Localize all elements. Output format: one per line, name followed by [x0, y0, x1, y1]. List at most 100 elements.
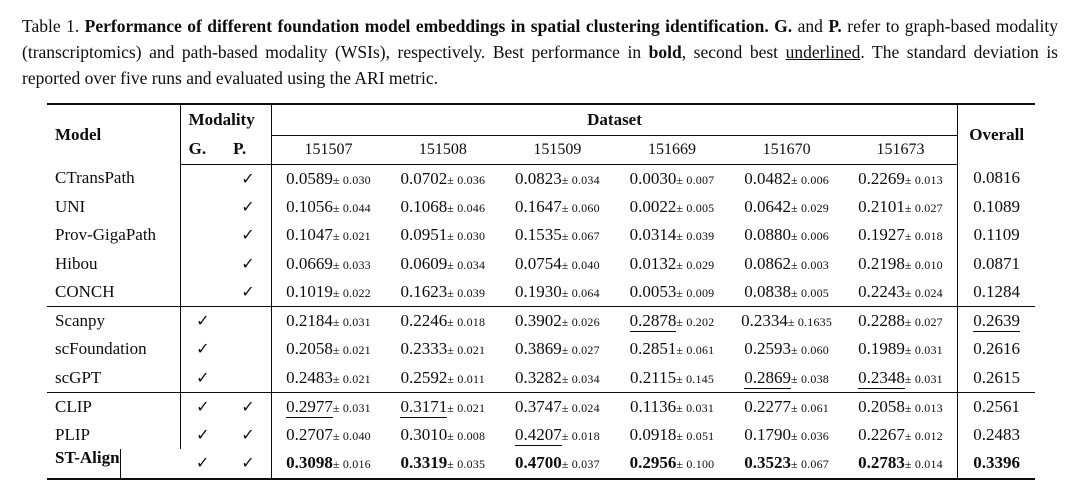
ari-value: 0.3523 [744, 453, 791, 473]
caption-segment: G. [774, 16, 793, 36]
ari-value-cell: 0.2869± 0.038 [730, 364, 844, 393]
ari-value: 0.2977 [286, 396, 333, 418]
column-header-model: Model [47, 104, 181, 164]
ari-std-dev: ± 0.202 [676, 315, 715, 329]
header-row-sub: G. P. 151507 151508 151509 151669 151670… [47, 135, 1035, 165]
ari-value-cell: 0.1623± 0.039 [385, 278, 500, 307]
ari-std-dev: ± 0.026 [561, 315, 600, 329]
ari-value-cell: 0.2288± 0.027 [843, 306, 959, 335]
ari-value-cell: 0.0754± 0.040 [500, 250, 614, 279]
ari-std-dev: ± 0.018 [447, 315, 486, 329]
table-row: CTransPath ✓ 0.0589± 0.030 0.0702± 0.036 0.0… [47, 164, 1035, 193]
ari-value: 0.0880 [744, 225, 791, 245]
graph-modality-check-icon: ✓ [196, 426, 210, 444]
graph-modality-check-icon: ✓ [196, 341, 210, 359]
ari-value: 0.3098 [286, 453, 333, 473]
ari-value-cell: 0.2334± 0.1635 [729, 306, 844, 335]
ari-std-dev: ± 0.007 [676, 172, 715, 187]
column-header-dataset-id: 151669 [614, 135, 730, 165]
ari-std-dev: ± 0.067 [561, 229, 600, 244]
overall-value-cell: 0.2615 [958, 364, 1035, 393]
table-row: Scanpy ✓ 0.2184± 0.031 0.2246± 0.018 0.3902±… [47, 306, 1035, 335]
ari-value-cell: 0.3319± 0.035 [385, 449, 500, 479]
ari-value: 0.1647 [515, 196, 562, 216]
ari-value: 0.0053 [629, 282, 677, 301]
path-modality-empty [225, 335, 272, 364]
ari-std-dev: ± 0.027 [561, 343, 600, 358]
ari-std-dev: ± 0.021 [332, 371, 371, 386]
ari-value: 0.1930 [515, 282, 562, 301]
graph-modality-empty [180, 278, 225, 307]
ari-std-dev: ± 0.024 [904, 286, 943, 300]
ari-value-cell: 0.2333± 0.021 [385, 335, 500, 364]
ari-value-cell: 0.2277± 0.061 [729, 391, 844, 421]
overall-value: 0.1284 [973, 282, 1021, 301]
ari-value-cell: 0.1056± 0.044 [271, 193, 385, 222]
ari-value: 0.1019 [286, 282, 333, 301]
ari-std-dev: ± 0.009 [676, 286, 715, 300]
ari-value: 0.0589 [286, 168, 333, 188]
ari-std-dev: ± 0.039 [447, 286, 486, 300]
ari-std-dev: ± 0.031 [676, 400, 715, 415]
ari-std-dev: ± 0.031 [332, 400, 371, 415]
ari-value-cell: 0.0609± 0.034 [385, 250, 500, 279]
graph-modality-empty [180, 221, 225, 250]
ari-value: 0.2058 [286, 339, 333, 359]
ari-std-dev: ± 0.030 [447, 229, 486, 244]
overall-value-cell: 0.0871 [958, 250, 1035, 279]
table-row: scGPT ✓ 0.2483± 0.021 0.2592± 0.011 0.3282± … [47, 363, 1035, 393]
ari-value: 0.2592 [400, 367, 448, 387]
ari-std-dev: ± 0.008 [447, 428, 486, 443]
column-header-dataset-id: 151508 [385, 135, 501, 165]
ari-value: 0.2198 [858, 253, 905, 273]
graph-modality-check-icon: ✓ [196, 369, 210, 387]
ari-value-cell: 0.2878± 0.202 [614, 306, 730, 335]
caption-segment: Table 1. [22, 16, 85, 36]
path-modality-check-icon: ✓ [225, 164, 272, 193]
ari-std-dev: ± 0.031 [904, 371, 943, 386]
ari-value: 0.0669 [286, 253, 333, 273]
ari-value: 0.0702 [400, 168, 448, 188]
ari-std-dev: ± 0.021 [332, 343, 371, 358]
model-name: Hibou [47, 249, 181, 278]
caption-segment: , second best [681, 42, 786, 62]
model-name: Scanpy [47, 306, 181, 335]
model-name: UNI [47, 192, 181, 221]
model-name: PLIP [47, 420, 181, 449]
ari-std-dev: ± 0.011 [447, 371, 485, 386]
ari-value: 0.0482 [744, 168, 791, 188]
ari-value-cell: 0.0862± 0.003 [730, 250, 844, 279]
ari-value: 0.2483 [286, 367, 333, 387]
ari-std-dev: ± 0.046 [447, 200, 486, 215]
ari-std-dev: ± 0.018 [561, 428, 600, 443]
ari-std-dev: ± 0.018 [904, 229, 943, 244]
model-name: CLIP [47, 391, 181, 421]
ari-value-cell: 0.0030± 0.007 [614, 164, 729, 193]
ari-value: 0.2243 [858, 282, 905, 301]
path-modality-check-icon: ✓ [225, 278, 272, 307]
ari-std-dev: ± 0.067 [790, 457, 829, 472]
ari-std-dev: ± 0.005 [790, 286, 829, 300]
ari-value-cell: 0.2058± 0.013 [843, 391, 959, 421]
table-body: CTransPath ✓ 0.0589± 0.030 0.0702± 0.036 0.0… [47, 164, 1035, 479]
ari-std-dev: ± 0.036 [447, 172, 486, 187]
ari-value: 0.2869 [744, 367, 791, 389]
ari-value: 0.3282 [515, 367, 562, 387]
ari-value: 0.1623 [400, 282, 448, 301]
column-header-path-modality: P. [225, 135, 272, 165]
ari-std-dev: ± 0.006 [790, 172, 829, 187]
ari-value: 0.2288 [858, 311, 905, 330]
table-row: scFoundation ✓ 0.2058± 0.021 0.2333± 0.021 0… [47, 335, 1035, 364]
ari-std-dev: ± 0.051 [676, 428, 715, 443]
ari-std-dev: ± 0.016 [332, 457, 371, 472]
ari-std-dev: ± 0.013 [904, 172, 943, 187]
ari-std-dev: ± 0.035 [447, 457, 486, 472]
ari-value: 0.3171 [400, 396, 448, 418]
model-name: scFoundation [47, 335, 181, 364]
ari-std-dev: ± 0.034 [561, 371, 600, 386]
ari-std-dev: ± 0.036 [790, 428, 829, 443]
column-header-dataset-id: 151509 [500, 135, 615, 165]
ari-value: 0.2269 [858, 168, 905, 188]
ari-value-cell: 0.0880± 0.006 [730, 221, 844, 250]
ari-std-dev: ± 0.061 [676, 343, 715, 358]
